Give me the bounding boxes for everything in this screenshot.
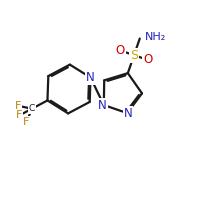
Text: S: S [130,49,138,62]
Text: N: N [98,99,107,112]
Text: O: O [143,53,152,66]
Text: F: F [23,117,30,127]
Text: O: O [116,44,125,57]
Text: F: F [16,110,22,120]
Text: C: C [29,104,35,113]
Text: F: F [15,101,21,111]
Text: N: N [86,71,95,84]
Text: NH₂: NH₂ [145,32,167,42]
Text: N: N [124,107,133,120]
